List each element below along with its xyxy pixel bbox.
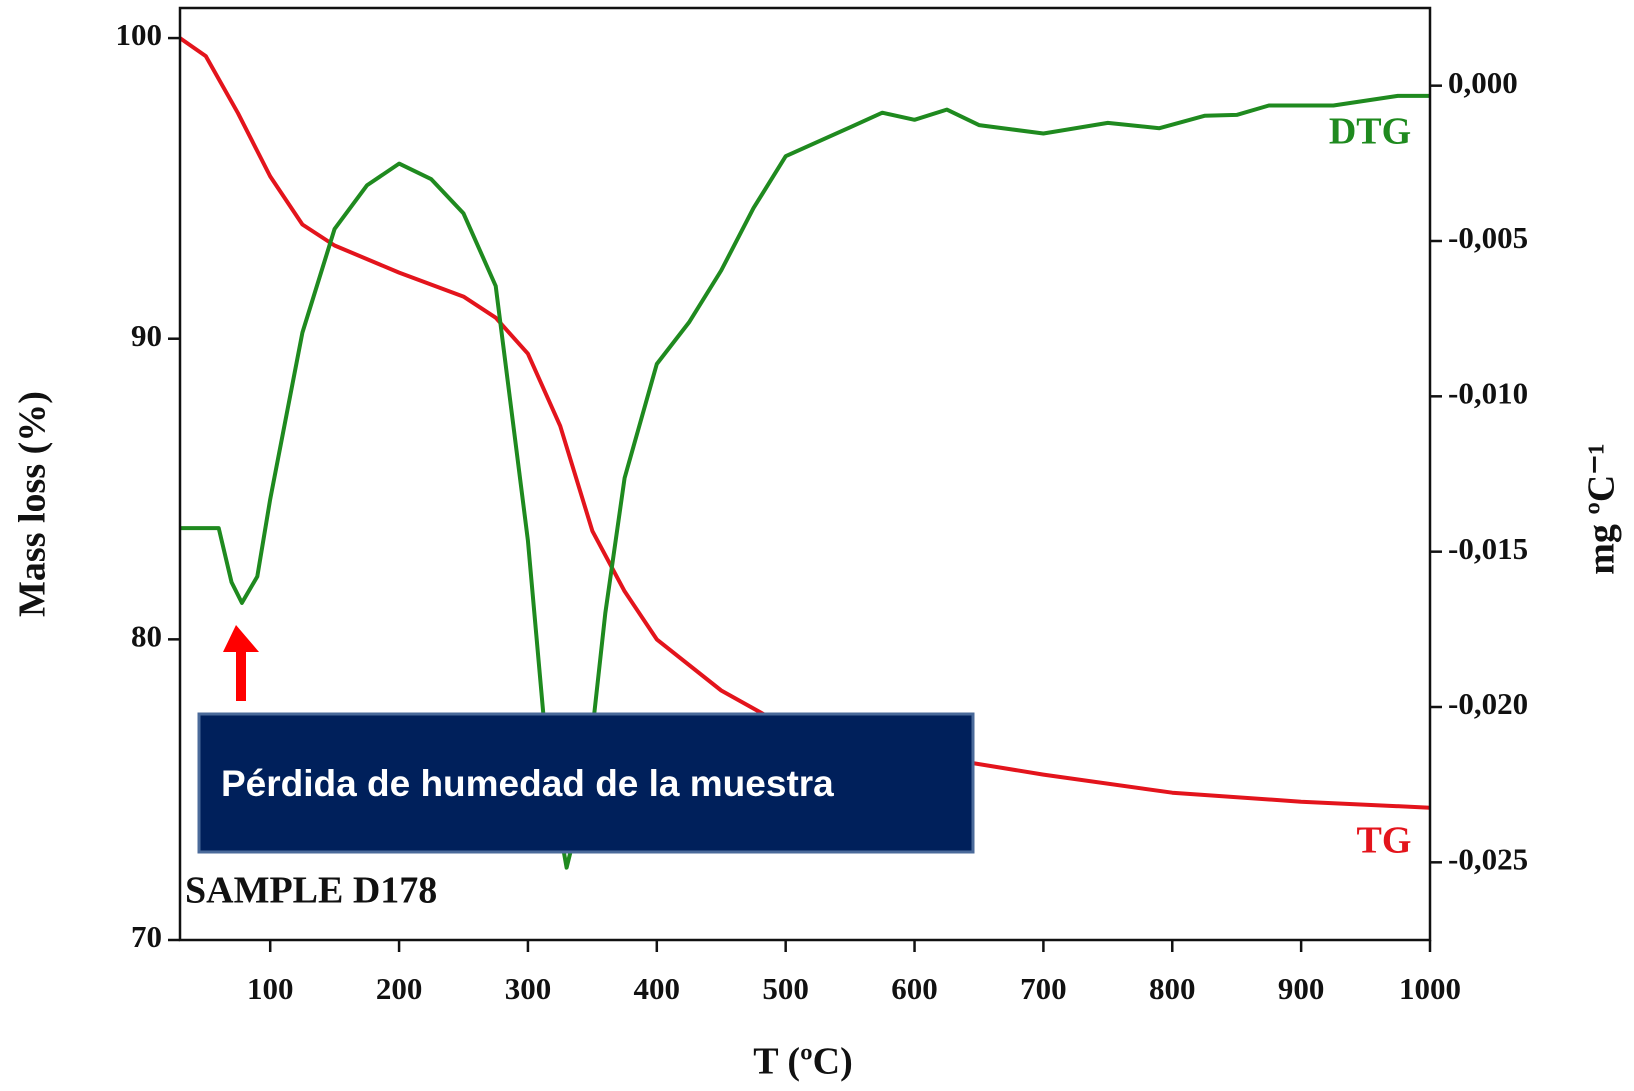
sample-label: SAMPLE D178 xyxy=(185,870,437,912)
plot xyxy=(178,36,1431,870)
y2-tick-label: -0,015 xyxy=(1448,531,1528,566)
y-axis-title: Mass loss (%) xyxy=(12,391,54,617)
series-label: TG xyxy=(1357,820,1412,862)
y-tick-label: 80 xyxy=(131,618,162,653)
annotation-box xyxy=(197,712,975,854)
x-tick-label: 200 xyxy=(376,971,423,1006)
y-tick-label: 70 xyxy=(131,919,162,954)
x-axis-title: T (ºC) xyxy=(753,1041,852,1083)
series-line xyxy=(178,36,1431,810)
x-tick-label: 300 xyxy=(505,971,552,1006)
annotation-text: Pérdida de humedad de la muestra xyxy=(221,763,834,804)
x-tick-label: 600 xyxy=(891,971,938,1006)
y2-axis-title: mg ºC⁻¹ xyxy=(1581,443,1623,575)
x-tick-label: 1000 xyxy=(1399,971,1461,1006)
y2-tick-label: 0,000 xyxy=(1448,65,1518,100)
series-line xyxy=(180,93,1430,870)
y-tick-label: 100 xyxy=(116,17,163,52)
x-tick-label: 800 xyxy=(1149,971,1196,1006)
x-tick-label: 400 xyxy=(634,971,681,1006)
y2-tick-label: -0,025 xyxy=(1448,841,1528,876)
x-tick-label: 500 xyxy=(762,971,809,1006)
y2-tick-label: -0,005 xyxy=(1448,220,1528,255)
x-tick-label: 100 xyxy=(247,971,294,1006)
x-tick-label: 900 xyxy=(1278,971,1325,1006)
arrow xyxy=(223,625,259,701)
series-label: DTG xyxy=(1329,111,1411,153)
plot-frame xyxy=(178,6,1432,942)
y2-tick-label: -0,010 xyxy=(1448,375,1528,410)
y-tick-label: 90 xyxy=(131,318,162,353)
y2-tick-label: -0,020 xyxy=(1448,686,1528,721)
x-tick-label: 700 xyxy=(1020,971,1067,1006)
